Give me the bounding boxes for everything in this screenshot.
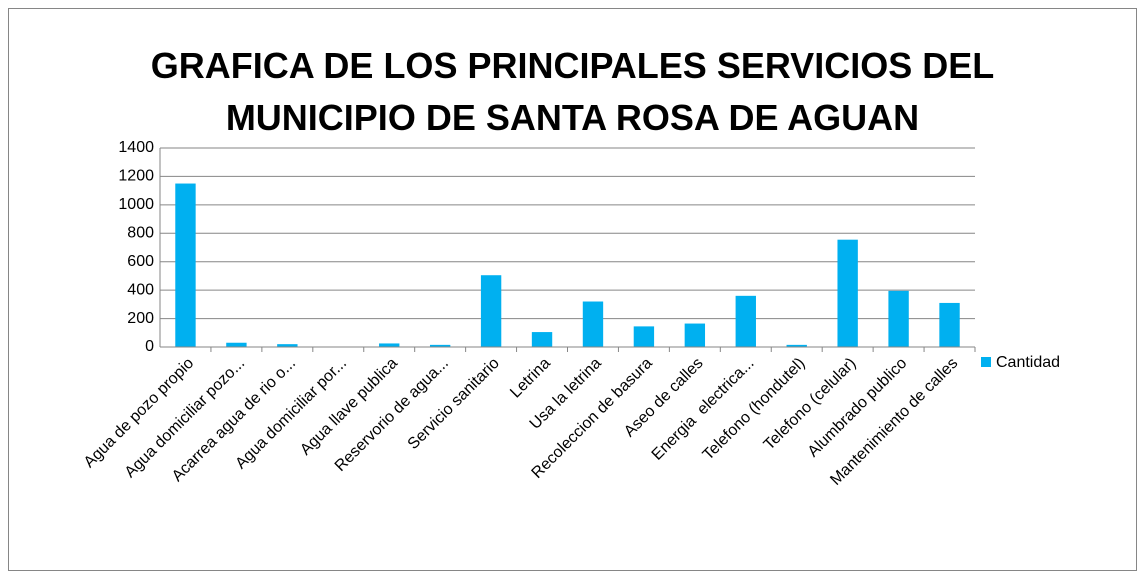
y-tick-label: 1200 <box>118 168 154 185</box>
y-tick-label: 1000 <box>118 196 154 213</box>
bar <box>277 344 298 347</box>
chart-border <box>8 8 1137 571</box>
bar <box>735 295 756 347</box>
y-tick-label: 1400 <box>118 139 154 156</box>
y-tick-label: 600 <box>127 253 154 270</box>
bar <box>684 323 706 347</box>
y-tick-label: 200 <box>127 310 154 327</box>
bar <box>226 342 247 347</box>
chart-title: GRAFICA DE LOS PRINCIPALES SERVICIOS DEL… <box>150 45 995 138</box>
bar <box>939 302 960 347</box>
y-tick-label: 0 <box>145 338 154 355</box>
y-tick-label: 800 <box>127 225 154 242</box>
legend-swatch <box>981 357 991 367</box>
bar <box>175 183 196 347</box>
bar <box>379 343 400 347</box>
y-tick-label: 400 <box>127 281 154 298</box>
bar <box>531 332 553 347</box>
bar <box>429 344 451 347</box>
bar <box>888 290 909 347</box>
bar <box>480 275 502 347</box>
bar <box>786 344 807 347</box>
bar <box>633 326 655 347</box>
bar <box>837 239 858 347</box>
legend-label: Cantidad <box>996 354 1060 371</box>
bar <box>582 301 604 347</box>
